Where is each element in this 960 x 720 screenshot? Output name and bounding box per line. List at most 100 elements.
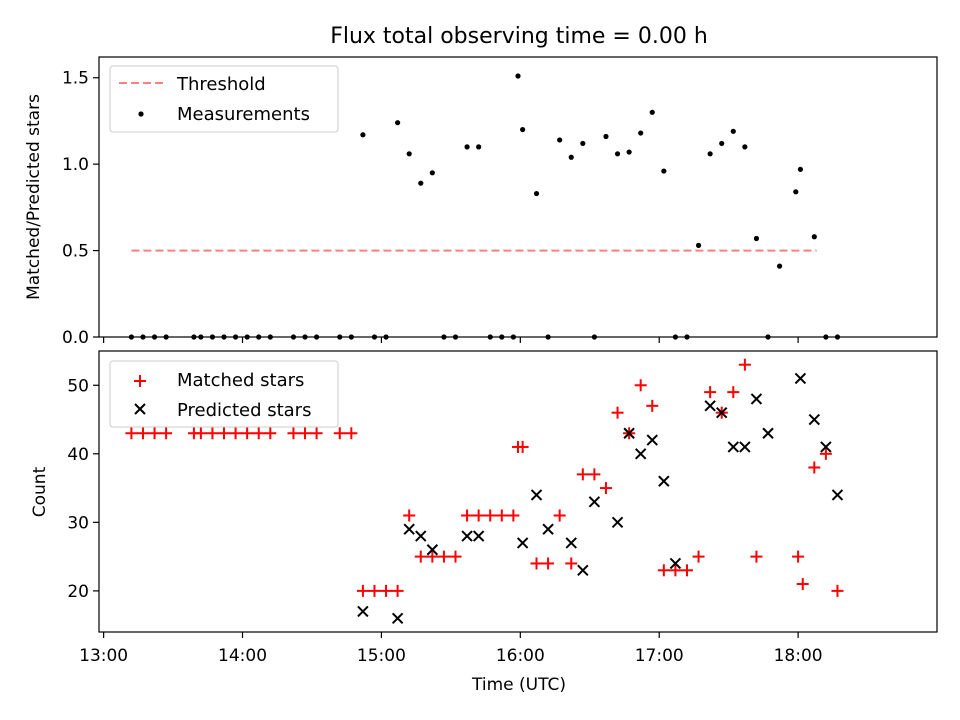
measurement-point [395,120,401,126]
matched-star-point [750,550,763,563]
measurement-point [797,166,804,172]
legend-predicted-label: Predicted stars [177,400,311,421]
matched-star-point [680,564,693,577]
predicted-star-point [808,413,821,426]
predicted-star-point [461,530,473,542]
matched-star-point [160,427,173,440]
x-tick-label: 14:00 [218,646,267,666]
matched-star-point [588,468,601,481]
matched-star-point [287,427,300,440]
matched-star-point [565,557,578,570]
top-legend: Threshold Measurements [109,65,339,133]
matched-star-point [194,427,207,440]
matched-star-point [356,584,369,597]
x-tick-label: 17:00 [635,646,684,666]
matched-star-point [657,564,670,577]
matched-star-point [599,482,612,495]
measurement-point [661,168,667,174]
measurement-point [707,151,713,157]
matched-star-point [426,550,439,563]
matched-star-point [808,461,821,474]
predicted-star-point [794,372,807,385]
measurement-point [476,144,482,150]
predicted-star-point [820,441,832,453]
matched-star-point [380,584,393,597]
matched-star-point [738,358,751,371]
matched-star-point [495,509,508,522]
predicted-star-point [472,530,485,542]
predicted-star-point [403,523,415,535]
bottom-y-tick-label: 30 [67,513,89,533]
top-legend-box [109,65,339,133]
legend-measurements-swatch [138,111,144,117]
predicted-star-point [611,516,624,529]
matched-star-point [310,427,323,440]
top-y-tick-label: 1.5 [62,69,89,89]
matched-star-point [692,550,705,563]
matched-star-point [530,557,543,570]
measurement-point [626,149,632,155]
measurement-point [614,151,621,157]
matched-star-point [516,440,529,453]
matched-star-point [391,584,404,597]
measurement-point [719,140,725,147]
measurement-point [418,180,424,186]
predicted-star-point [542,523,554,535]
matched-star-point [449,550,462,563]
predicted-star-point [831,489,844,501]
bottom-y-axis: 20 30 40 50 [67,376,99,602]
measurement-point [360,132,366,138]
predicted-star-point [588,496,601,508]
predicted-star-point [577,564,589,577]
measurement-point [406,151,412,157]
matched-star-point [792,550,805,563]
bottom-axes-frame [98,350,938,633]
x-tick-label: 18:00 [774,646,823,666]
legend-predicted-swatch [134,403,146,415]
matched-star-point [704,386,717,399]
predicted-star-point [530,489,543,501]
matched-star-point [484,509,497,522]
measurement-point [753,235,760,242]
x-tick-label: 15:00 [357,646,406,666]
predicted-star-point [762,427,774,439]
matched-star-point [299,427,312,440]
bottom-x-axis: 13:00 14:00 15:00 16:00 17:00 18:00 [79,632,823,666]
matched-star-point [611,406,624,419]
predicted-star-point [565,537,577,549]
bottom-plot-marks [125,358,844,624]
matched-star-point [125,427,138,440]
matched-star-point [148,427,161,440]
bottom-y-tick-label: 40 [67,445,89,465]
matched-star-point [136,427,149,440]
top-y-axis: 0.0 0.5 1.0 1.5 [62,69,99,348]
predicted-star-point [716,406,728,419]
matched-star-point [646,399,659,412]
top-y-tick-label: 0.0 [62,328,89,348]
matched-star-point [542,557,555,570]
measurement-point [464,144,470,150]
matched-star-point [461,509,474,522]
predicted-star-point [623,427,635,439]
predicted-star-point [634,448,647,460]
measurement-point [811,234,817,240]
matched-star-point [414,550,427,563]
bottom-legend: Matched stars Predicted stars [109,360,339,428]
matched-star-point [264,427,277,440]
matched-star-point [634,379,647,392]
matched-star-point [437,550,450,563]
matched-star-point [241,427,254,440]
matched-star-point [576,468,589,481]
matched-star-point [333,427,346,440]
measurement-point [429,170,435,176]
top-panel: 0.0 0.5 1.0 1.5 Matched/Predicted stars Thr… [24,56,938,348]
matched-star-point [229,427,242,440]
bottom-y-tick-label: 50 [67,376,89,396]
predicted-star-point [727,441,739,453]
top-y-tick-label: 1.0 [62,155,89,175]
measurement-point [603,133,609,140]
measurement-point [515,73,521,79]
measurement-point [638,130,644,136]
predicted-star-point [516,537,529,549]
